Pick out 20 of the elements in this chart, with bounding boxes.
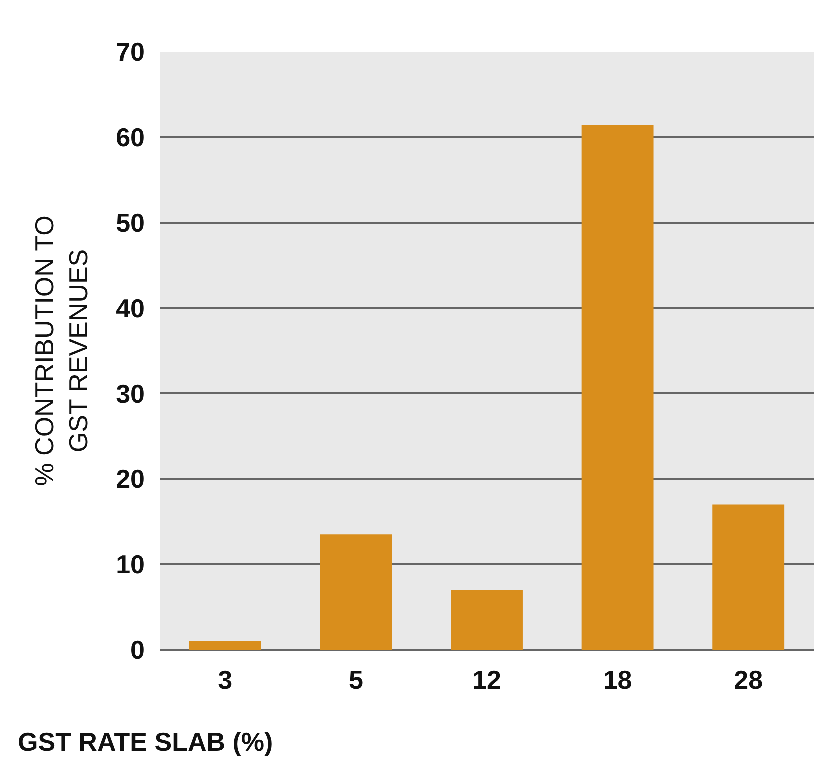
y-tick-label: 30	[116, 378, 145, 409]
bar	[451, 590, 523, 650]
y-tick-label: 0	[130, 635, 145, 666]
y-tick-label: 10	[116, 550, 145, 580]
y-axis-title: % CONTRIBUTION TO GST REVENUES	[30, 216, 94, 486]
x-axis-title: GST RATE SLAB (%)	[18, 727, 274, 757]
x-tick-label: 3	[218, 665, 233, 695]
x-tick-label: 12	[472, 665, 502, 695]
x-tick-label: 5	[348, 665, 364, 695]
x-tick-label: 18	[603, 665, 632, 695]
y-tick-label: 40	[116, 293, 145, 324]
y-tick-label: 60	[116, 122, 145, 153]
bar	[189, 641, 262, 650]
x-tick-label: 28	[734, 665, 764, 695]
y-tick-label: 20	[116, 464, 145, 494]
bar	[320, 534, 392, 650]
y-tick-label: 70	[116, 37, 145, 68]
bar	[712, 504, 785, 650]
y-tick-label: 50	[116, 208, 145, 238]
bar	[582, 125, 654, 650]
